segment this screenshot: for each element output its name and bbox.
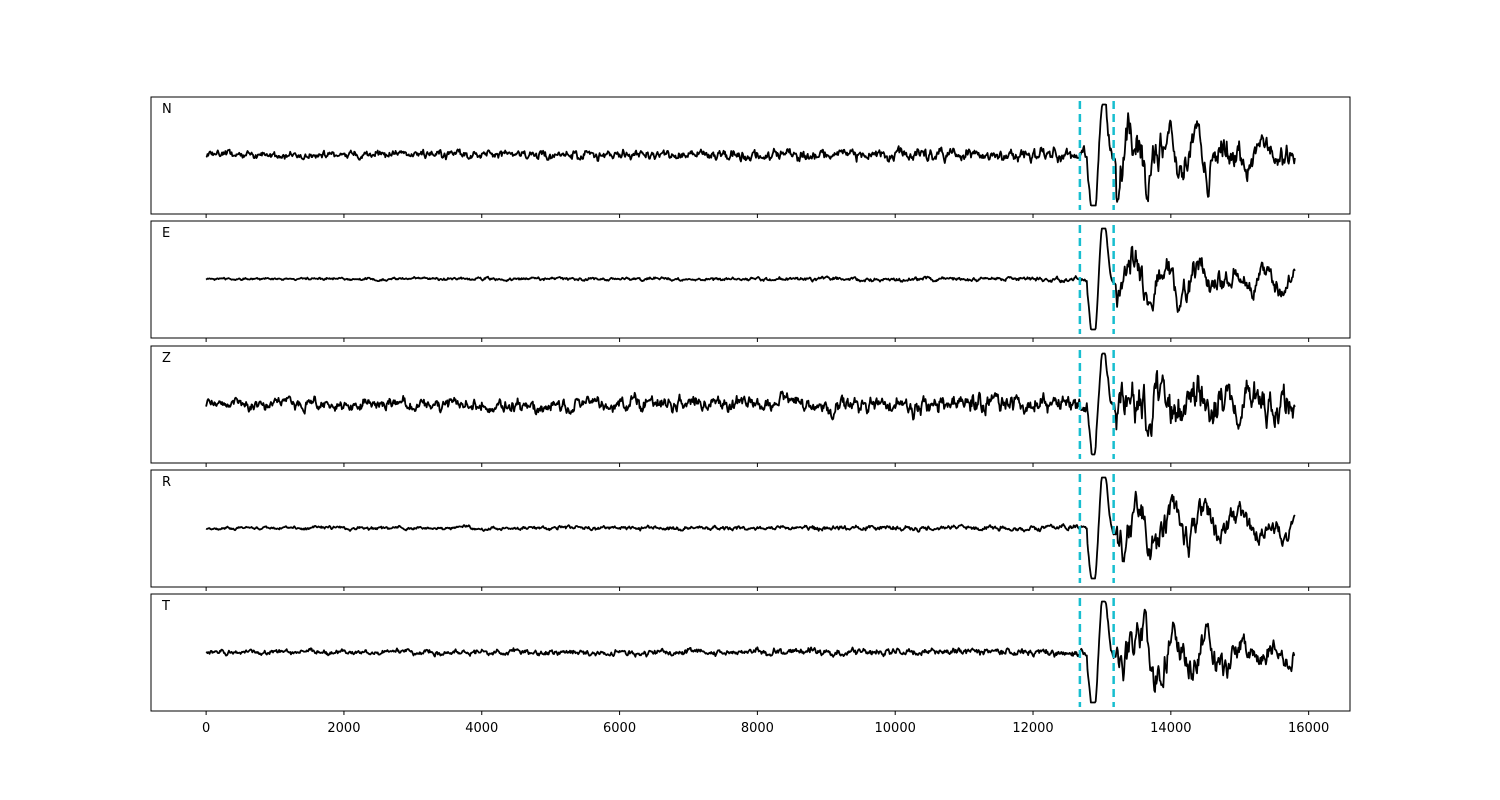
x-tick-label: 8000 xyxy=(741,721,774,736)
trace-n xyxy=(205,103,1296,207)
x-tick-label: 0 xyxy=(202,721,210,736)
panel-label: T xyxy=(161,599,170,614)
panel-label: N xyxy=(162,102,172,117)
trace-e xyxy=(205,227,1296,331)
x-tick-label: 6000 xyxy=(603,721,636,736)
x-tick-label: 4000 xyxy=(465,721,498,736)
trace-panel-e: E xyxy=(150,220,1351,342)
panel-label: Z xyxy=(162,351,171,366)
x-tick-label: 16000 xyxy=(1288,721,1329,736)
x-tick-label: 10000 xyxy=(875,721,916,736)
trace-panel-z: Z xyxy=(150,345,1351,467)
trace-panel-t: T xyxy=(150,593,1351,715)
trace-panel-r: R xyxy=(150,469,1351,591)
panel-frame xyxy=(150,469,1351,588)
panel-frame xyxy=(150,345,1351,464)
panel-label: R xyxy=(162,475,171,490)
panel-label: E xyxy=(162,226,170,241)
x-tick-label: 14000 xyxy=(1150,721,1191,736)
trace-panel-n: N xyxy=(150,96,1351,218)
panel-frame xyxy=(150,220,1351,339)
panel-frame xyxy=(150,593,1351,712)
x-tick-label: 12000 xyxy=(1012,721,1053,736)
trace-z xyxy=(205,352,1296,456)
panel-frame xyxy=(150,96,1351,215)
trace-r xyxy=(205,476,1296,580)
x-tick-label: 2000 xyxy=(327,721,360,736)
trace-t xyxy=(205,600,1296,704)
